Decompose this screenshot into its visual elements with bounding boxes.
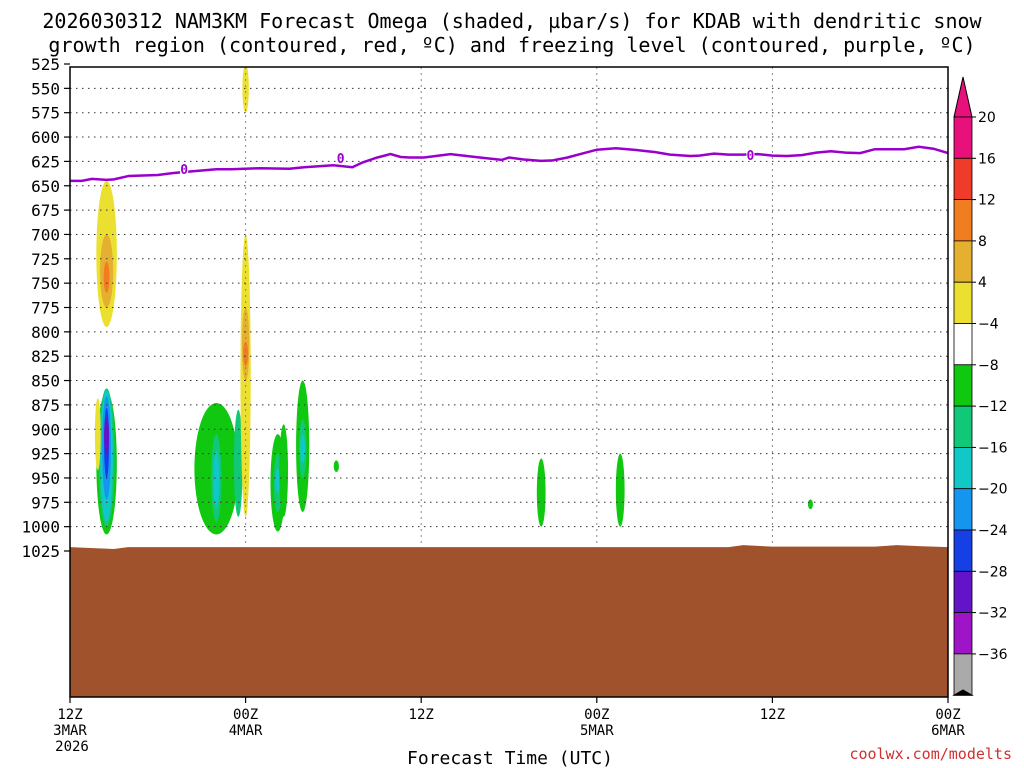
y-tick-label: 825 (31, 347, 60, 366)
y-tick-label: 675 (31, 201, 60, 220)
colorbar-swatch (953, 116, 973, 159)
colorbar-label: −24 (978, 523, 1008, 539)
colorbar-label: 4 (978, 275, 987, 291)
y-tick-label: 900 (31, 420, 60, 439)
chart-title-line-2: growth region (contoured, red, ºC) and f… (48, 33, 975, 57)
freezing-level-line (70, 145, 948, 183)
plot-inner: 0 0 0 (70, 67, 948, 697)
omega-blob (807, 499, 813, 510)
omega-blob (536, 458, 546, 527)
colorbar-swatch (953, 488, 973, 531)
y-tick-label: 925 (31, 445, 60, 464)
omega-blob (300, 434, 306, 464)
y-tick-label: 725 (31, 250, 60, 269)
colorbar-label: −32 (978, 606, 1008, 622)
y-tick-label: 550 (31, 79, 60, 98)
x-tick-label: 00Z (935, 707, 960, 723)
y-tick-label: 525 (31, 55, 60, 74)
y-tick-label: 750 (31, 274, 60, 293)
colorbar-label: −36 (978, 647, 1008, 663)
plot-area: 0 0 0 (69, 66, 949, 698)
colorbar-label: −12 (978, 399, 1008, 415)
y-tick-label: 800 (31, 323, 60, 342)
colorbar-label: 8 (978, 234, 987, 250)
chart-title-line-1: 2026030312 NAM3KM Forecast Omega (shaded… (42, 9, 982, 33)
x-tick-label: 12Z (57, 707, 82, 723)
freezing-level-label-text: 0 (747, 149, 755, 164)
y-tick-label: 850 (31, 372, 60, 391)
x-tick-label: 3MAR (53, 723, 87, 739)
x-tick-label: 00Z (584, 707, 609, 723)
colorbar-swatch (953, 364, 973, 407)
colorbar-label: −4 (978, 317, 999, 333)
colorbar-swatch (953, 612, 973, 655)
y-tick-label: 950 (31, 469, 60, 488)
y-tick-label: 575 (31, 104, 60, 123)
colorbar-swatch (953, 157, 973, 201)
x-tick-label: 00Z (233, 707, 258, 723)
omega-blob (94, 398, 101, 471)
omega-blob (333, 460, 339, 473)
x-tick-label: 12Z (409, 707, 434, 723)
x-tick-label: 5MAR (580, 723, 614, 739)
x-tick-label: 4MAR (229, 723, 263, 739)
y-tick-label: 975 (31, 493, 60, 512)
y-tick-label: 875 (31, 396, 60, 415)
colorbar-label: −28 (978, 564, 1008, 580)
freezing-level-label-text: 0 (180, 163, 188, 178)
colorbar-swatch (953, 405, 973, 448)
colorbar-top-cap (953, 76, 973, 118)
colorbar-swatch (953, 199, 973, 242)
x-tick-label: 12Z (760, 707, 785, 723)
colorbar-label: −16 (978, 440, 1008, 456)
terrain-fill (70, 545, 948, 697)
y-axis: 525 550 575 600 625 650 675 700 725 750 775 800 825 8… (21, 55, 70, 561)
colorbar-label: 16 (978, 151, 996, 167)
freezing-level-label: 0 (336, 150, 345, 167)
y-tick-label: 775 (31, 299, 60, 318)
omega-blob (279, 424, 289, 517)
freezing-level-label-bg (336, 150, 345, 164)
y-tick-label: 1000 (21, 518, 60, 537)
colorbar-swatch (953, 240, 973, 283)
colorbar-label: 20 (978, 110, 996, 126)
freezing-level-label-bg (746, 148, 755, 162)
y-tick-label: 600 (31, 128, 60, 147)
omega-blob (233, 409, 243, 517)
y-tick-label: 650 (31, 177, 60, 196)
colorbar-swatch (953, 570, 973, 613)
credit-text: coolwx.com/modelts (849, 745, 1012, 763)
omega-blob (275, 468, 281, 493)
x-axis-title: Forecast Time (UTC) (407, 748, 613, 768)
colorbar-bottom-cap (952, 689, 974, 696)
colorbar-label: −8 (978, 358, 999, 374)
freezing-level-label: 0 (180, 162, 188, 178)
y-tick-label: 625 (31, 152, 60, 171)
colorbar-swatch (953, 653, 973, 696)
omega-blob (104, 417, 110, 454)
colorbar-swatch (953, 446, 973, 490)
freezing-level-label: 0 (746, 148, 755, 164)
colorbar-label: 12 (978, 193, 996, 209)
freezing-level-label-text: 0 (337, 152, 345, 167)
omega-blob (103, 261, 110, 293)
x-tick-label: 2026 (55, 739, 89, 755)
y-tick-label: 1025 (21, 542, 60, 561)
colorbar-label: −20 (978, 482, 1008, 498)
freezing-level-label-bg (180, 162, 189, 176)
plot-frame (69, 66, 949, 698)
colorbar-swatch (953, 281, 973, 324)
x-tick-label: 6MAR (931, 723, 965, 739)
omega-blob (243, 341, 249, 366)
y-tick-label: 700 (31, 225, 60, 244)
colorbar: 20 16 12 8 4 −4 −8 −12 −16 −20 −24 −28 −32 −36 (952, 76, 1008, 696)
omega-blob (213, 450, 220, 508)
colorbar-swatch (953, 323, 973, 366)
omega-blob (615, 453, 625, 527)
omega-blob (242, 67, 249, 113)
colorbar-swatch (953, 529, 973, 572)
